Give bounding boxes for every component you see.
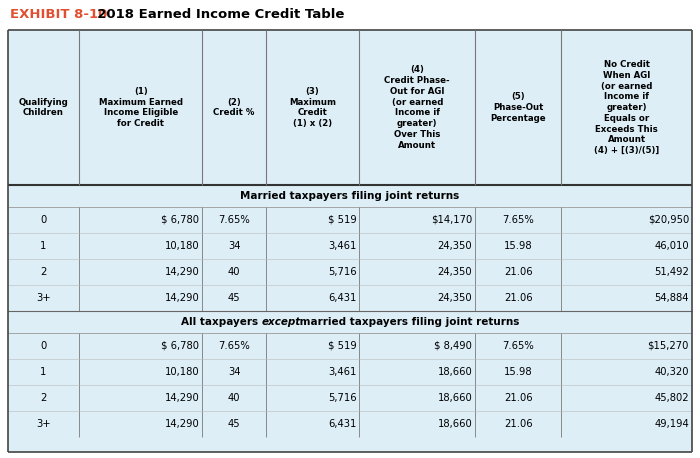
Text: 24,350: 24,350 xyxy=(438,293,472,303)
Text: except: except xyxy=(261,317,300,327)
Text: 15.98: 15.98 xyxy=(504,367,533,377)
Text: 21.06: 21.06 xyxy=(504,293,533,303)
Text: 3+: 3+ xyxy=(36,419,51,429)
Text: 18,660: 18,660 xyxy=(438,419,472,429)
Text: 51,492: 51,492 xyxy=(654,267,689,277)
Text: 5,716: 5,716 xyxy=(328,267,356,277)
Text: 45: 45 xyxy=(228,293,240,303)
Text: 21.06: 21.06 xyxy=(504,393,533,403)
Text: 40: 40 xyxy=(228,267,240,277)
Text: (3)
Maximum
Credit
(1) x (2): (3) Maximum Credit (1) x (2) xyxy=(289,87,336,128)
Text: 5,716: 5,716 xyxy=(328,393,356,403)
Text: 7.65%: 7.65% xyxy=(503,215,534,225)
Text: 1: 1 xyxy=(41,367,47,377)
Text: No Credit
When AGI
(or earned
Income if
greater)
Equals or
Exceeds This
Amount
(: No Credit When AGI (or earned Income if … xyxy=(594,60,659,155)
Text: 10,180: 10,180 xyxy=(164,367,200,377)
Text: 0: 0 xyxy=(41,215,47,225)
Text: 14,290: 14,290 xyxy=(164,419,200,429)
Text: $ 8,490: $ 8,490 xyxy=(434,341,473,351)
Text: 3,461: 3,461 xyxy=(328,241,356,251)
Text: 24,350: 24,350 xyxy=(438,267,472,277)
Text: 3,461: 3,461 xyxy=(328,367,356,377)
Text: 14,290: 14,290 xyxy=(164,293,200,303)
Text: 3+: 3+ xyxy=(36,293,51,303)
Text: $20,950: $20,950 xyxy=(648,215,689,225)
Text: 6,431: 6,431 xyxy=(328,419,356,429)
Text: Qualifying
Children: Qualifying Children xyxy=(19,98,69,117)
Text: $ 519: $ 519 xyxy=(328,341,356,351)
Text: 45: 45 xyxy=(228,419,240,429)
Bar xyxy=(0,0,700,30)
Text: 6,431: 6,431 xyxy=(328,293,356,303)
Text: 0: 0 xyxy=(41,341,47,351)
Text: All taxpayers: All taxpayers xyxy=(181,317,262,327)
Text: 15.98: 15.98 xyxy=(504,241,533,251)
Text: $ 6,780: $ 6,780 xyxy=(162,215,200,225)
Text: 14,290: 14,290 xyxy=(164,393,200,403)
Text: 2018 Earned Income Credit Table: 2018 Earned Income Credit Table xyxy=(88,9,344,22)
Text: 7.65%: 7.65% xyxy=(218,215,250,225)
Text: 10,180: 10,180 xyxy=(164,241,200,251)
Text: 45,802: 45,802 xyxy=(654,393,689,403)
Text: 7.65%: 7.65% xyxy=(503,341,534,351)
Text: 18,660: 18,660 xyxy=(438,393,472,403)
Text: 34: 34 xyxy=(228,241,240,251)
Text: 21.06: 21.06 xyxy=(504,419,533,429)
Text: $ 519: $ 519 xyxy=(328,215,356,225)
Text: EXHIBIT 8-10: EXHIBIT 8-10 xyxy=(10,9,107,22)
Text: married taxpayers filing joint returns: married taxpayers filing joint returns xyxy=(295,317,519,327)
Text: 40,320: 40,320 xyxy=(654,367,689,377)
Text: 18,660: 18,660 xyxy=(438,367,472,377)
Text: 21.06: 21.06 xyxy=(504,267,533,277)
Text: 34: 34 xyxy=(228,367,240,377)
Text: $15,270: $15,270 xyxy=(648,341,689,351)
Text: $ 6,780: $ 6,780 xyxy=(162,341,200,351)
Text: 46,010: 46,010 xyxy=(654,241,689,251)
Text: 24,350: 24,350 xyxy=(438,241,472,251)
Text: (1)
Maximum Earned
Income Eligible
for Credit: (1) Maximum Earned Income Eligible for C… xyxy=(99,87,183,128)
Text: 49,194: 49,194 xyxy=(654,419,689,429)
Text: $14,170: $14,170 xyxy=(431,215,472,225)
Text: 7.65%: 7.65% xyxy=(218,341,250,351)
Text: Married taxpayers filing joint returns: Married taxpayers filing joint returns xyxy=(240,191,460,201)
Text: (5)
Phase-Out
Percentage: (5) Phase-Out Percentage xyxy=(491,92,546,123)
Text: 40: 40 xyxy=(228,393,240,403)
Text: (4)
Credit Phase-
Out for AGI
(or earned
Income if
greater)
Over This
Amount: (4) Credit Phase- Out for AGI (or earned… xyxy=(384,65,450,150)
Text: 14,290: 14,290 xyxy=(164,267,200,277)
Text: 2: 2 xyxy=(41,393,47,403)
Text: 54,884: 54,884 xyxy=(654,293,689,303)
Text: (2)
Credit %: (2) Credit % xyxy=(214,98,255,117)
Text: 1: 1 xyxy=(41,241,47,251)
Text: 2: 2 xyxy=(41,267,47,277)
